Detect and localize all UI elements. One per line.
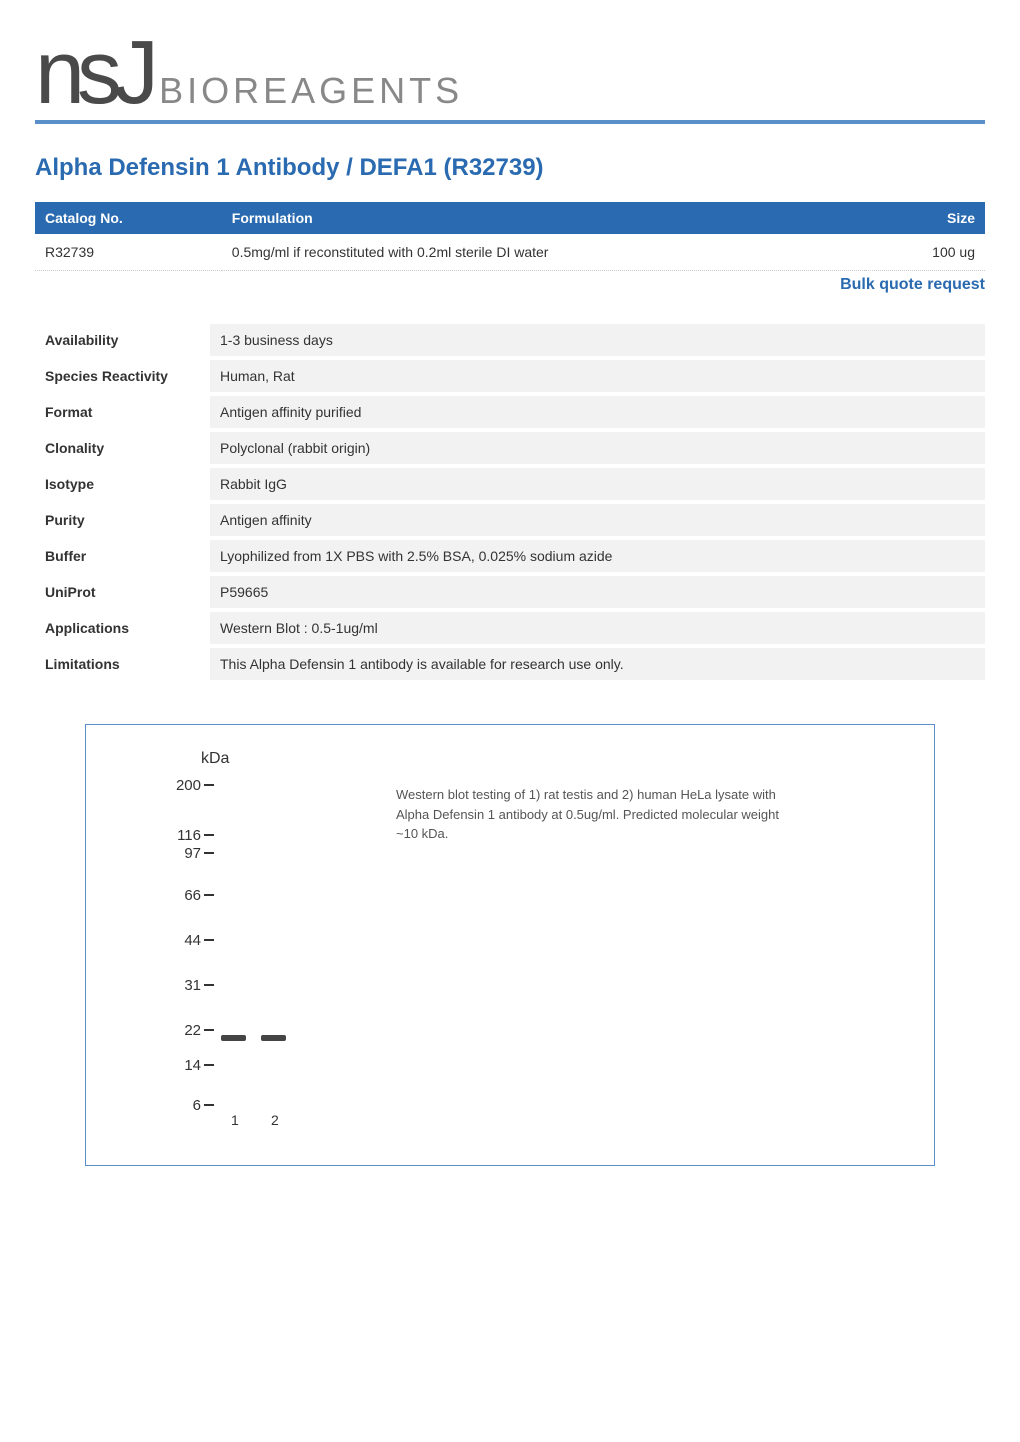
details-row: Species ReactivityHuman, Rat — [35, 358, 985, 394]
details-row: Availability1-3 business days — [35, 324, 985, 358]
details-label: Isotype — [35, 466, 210, 502]
details-row: PurityAntigen affinity — [35, 502, 985, 538]
details-label: Species Reactivity — [35, 358, 210, 394]
details-row: ClonalityPolyclonal (rabbit origin) — [35, 430, 985, 466]
details-row: IsotypeRabbit IgG — [35, 466, 985, 502]
logo-prefix: nsJ — [35, 40, 151, 108]
marker-label: 22 — [184, 1022, 201, 1039]
logo: nsJ BIOREAGENTS — [35, 40, 985, 112]
details-value: Polyclonal (rabbit origin) — [210, 430, 985, 466]
details-value: Rabbit IgG — [210, 466, 985, 502]
bulk-quote-container: Bulk quote request — [35, 276, 985, 294]
blot-svg: kDa 200 11697 66 44 31 22 14 6 1 2 — [116, 745, 316, 1145]
lane-2-label: 2 — [271, 1112, 279, 1128]
details-value: 1-3 business days — [210, 324, 985, 358]
catalog-table: Catalog No. Formulation Size R32739 0.5m… — [35, 202, 985, 271]
catalog-formulation: 0.5mg/ml if reconstituted with 0.2ml ste… — [222, 234, 865, 271]
marker-label: 6 — [193, 1097, 201, 1114]
marker-label: 31 — [184, 977, 201, 994]
details-label: Format — [35, 394, 210, 430]
details-value: Antigen affinity — [210, 502, 985, 538]
marker-label: 66 — [184, 887, 201, 904]
catalog-header-formulation: Formulation — [222, 202, 865, 234]
logo-suffix: BIOREAGENTS — [159, 70, 463, 112]
header-divider — [35, 120, 985, 124]
catalog-header-no: Catalog No. — [35, 202, 222, 234]
catalog-size: 100 ug — [865, 234, 985, 271]
blot-unit-label: kDa — [201, 750, 230, 767]
details-value: This Alpha Defensin 1 antibody is availa… — [210, 646, 985, 682]
uniprot-link[interactable]: P59665 — [220, 584, 268, 600]
details-label: Applications — [35, 610, 210, 646]
lane-1-label: 1 — [231, 1112, 239, 1128]
western-blot-box: kDa 200 11697 66 44 31 22 14 6 1 2 Western blot… — [85, 724, 935, 1166]
marker-label: 116 — [177, 827, 201, 844]
blot-caption: Western blot testing of 1) rat testis an… — [396, 785, 796, 844]
catalog-header-row: Catalog No. Formulation Size — [35, 202, 985, 234]
details-row: BufferLyophilized from 1X PBS with 2.5% … — [35, 538, 985, 574]
catalog-no: R32739 — [35, 234, 222, 271]
details-row: FormatAntigen affinity purified — [35, 394, 985, 430]
details-value: Lyophilized from 1X PBS with 2.5% BSA, 0… — [210, 538, 985, 574]
catalog-header-size: Size — [865, 202, 985, 234]
details-value: Human, Rat — [210, 358, 985, 394]
details-row: UniProt P59665 — [35, 574, 985, 610]
details-label: Clonality — [35, 430, 210, 466]
catalog-row: R32739 0.5mg/ml if reconstituted with 0.… — [35, 234, 985, 271]
details-row: LimitationsThis Alpha Defensin 1 antibod… — [35, 646, 985, 682]
details-label: Buffer — [35, 538, 210, 574]
details-label: Availability — [35, 324, 210, 358]
blot-band — [221, 1035, 246, 1041]
bulk-quote-link[interactable]: Bulk quote request — [840, 276, 985, 293]
details-row: ApplicationsWestern Blot : 0.5-1ug/ml — [35, 610, 985, 646]
page-title: Alpha Defensin 1 Antibody / DEFA1 (R3273… — [35, 154, 985, 182]
marker-label: 14 — [184, 1057, 201, 1074]
marker-label: 200 — [176, 777, 201, 794]
blot-figure: kDa 200 11697 66 44 31 22 14 6 1 2 — [116, 745, 316, 1145]
details-value: P59665 — [210, 574, 985, 610]
blot-band — [261, 1035, 286, 1041]
logo-section: nsJ BIOREAGENTS — [35, 40, 985, 124]
details-label: Limitations — [35, 646, 210, 682]
marker-label: 44 — [184, 932, 201, 949]
details-table: Availability1-3 business daysSpecies Rea… — [35, 324, 985, 684]
details-value: Western Blot : 0.5-1ug/ml — [210, 610, 985, 646]
details-label: Purity — [35, 502, 210, 538]
marker-label: 97 — [184, 845, 201, 862]
details-label: UniProt — [35, 574, 210, 610]
details-value: Antigen affinity purified — [210, 394, 985, 430]
